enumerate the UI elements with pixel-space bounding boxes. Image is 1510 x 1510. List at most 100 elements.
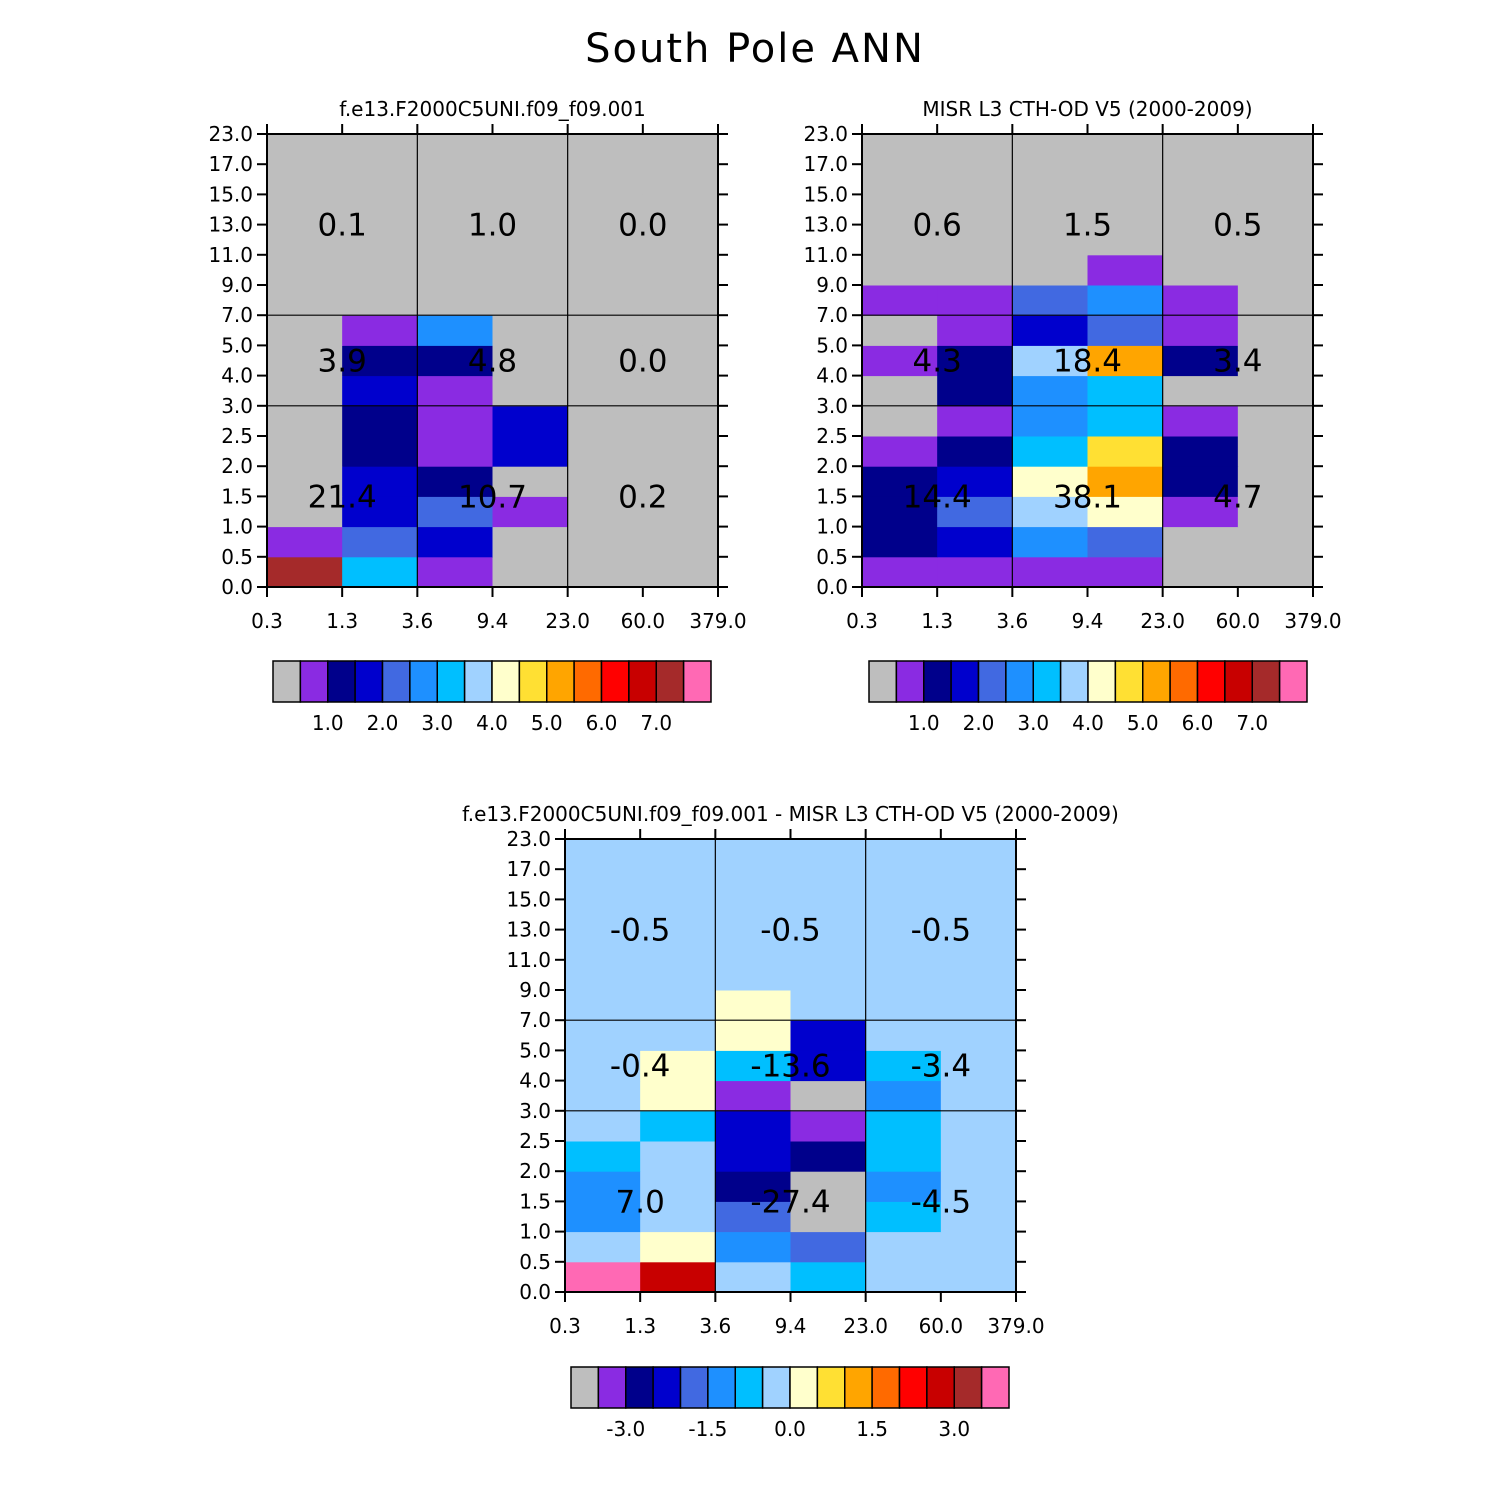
colorbar-swatch xyxy=(898,1366,928,1409)
heatmap-cell xyxy=(565,1110,641,1142)
heatmap-cell xyxy=(267,315,343,346)
heatmap-cell xyxy=(865,1231,942,1263)
heatmap-cell xyxy=(940,990,1017,1021)
heatmap-cell xyxy=(567,134,644,165)
colorbar-swatch xyxy=(977,660,1007,703)
heatmap-cell xyxy=(642,194,719,226)
heatmap-cell xyxy=(417,375,493,407)
heatmap-cell xyxy=(567,164,644,195)
heatmap-cell xyxy=(937,254,1013,286)
y-tick-label: 1.5 xyxy=(221,484,253,508)
y-tick-label: 0.0 xyxy=(221,575,253,599)
x-tick-label: 0.3 xyxy=(846,609,878,633)
y-tick-label: 0.5 xyxy=(221,545,253,569)
x-tick-label: 379.0 xyxy=(987,1314,1044,1338)
heatmap-cell xyxy=(567,194,644,226)
heatmap-cell xyxy=(790,1050,867,1082)
heatmap-cell xyxy=(790,1171,867,1202)
y-tick-label: 0.5 xyxy=(816,545,848,569)
group-value-label: 0.2 xyxy=(618,479,667,515)
heatmap-cell xyxy=(1012,375,1088,407)
heatmap-cell xyxy=(1162,254,1239,286)
group-value-label: 0.0 xyxy=(618,344,667,380)
heatmap-cell xyxy=(640,1171,716,1202)
heatmap-cell xyxy=(790,1110,867,1142)
colorbar-swatch xyxy=(652,1366,682,1409)
heatmap-cell xyxy=(640,1261,716,1293)
heatmap-cell xyxy=(492,375,569,407)
x-tick-label: 0.3 xyxy=(549,1314,581,1338)
heatmap-cell xyxy=(1012,224,1088,256)
heatmap-cell xyxy=(642,315,719,346)
y-tick-label: 13.0 xyxy=(506,918,551,942)
colorbar-swatch xyxy=(600,660,630,703)
heatmap-cell xyxy=(1087,436,1164,467)
y-tick-label: 23.0 xyxy=(803,122,848,146)
colorbar-swatch xyxy=(628,660,657,703)
heatmap-cell xyxy=(862,496,938,528)
heatmap-cell xyxy=(417,496,493,528)
panel-title: f.e13.F2000C5UNI.f09_f09.001 xyxy=(339,97,646,121)
y-tick-label: 15.0 xyxy=(803,182,848,206)
x-tick-label: 379.0 xyxy=(689,609,746,633)
y-tick-label: 0.0 xyxy=(519,1280,551,1304)
heatmap-cell xyxy=(565,1261,641,1293)
y-tick-label: 11.0 xyxy=(506,948,551,972)
heatmap-cell xyxy=(492,466,569,497)
y-tick-label: 1.5 xyxy=(519,1189,551,1213)
heatmap-cell xyxy=(715,1171,791,1202)
heatmap-cell xyxy=(640,929,716,961)
y-tick-label: 7.0 xyxy=(221,303,253,327)
heatmap-cell xyxy=(715,1231,791,1263)
heatmap-cell xyxy=(642,134,719,165)
heatmap-cell xyxy=(1162,224,1239,256)
heatmap-cell xyxy=(1237,345,1314,377)
heatmap-cell xyxy=(1162,526,1239,558)
heatmap-cell xyxy=(940,1231,1017,1263)
heatmap-cell xyxy=(865,990,942,1021)
heatmap-cell xyxy=(790,1020,867,1051)
heatmap-cell xyxy=(492,134,569,165)
x-tick-label: 23.0 xyxy=(545,609,590,633)
group-value-label: -0.5 xyxy=(911,913,972,949)
y-tick-label: 17.0 xyxy=(803,152,848,176)
heatmap-cell xyxy=(940,1080,1017,1112)
heatmap-cell xyxy=(417,164,493,195)
heatmap-cell xyxy=(565,1020,641,1051)
heatmap-cell xyxy=(640,899,716,931)
heatmap-cell xyxy=(565,869,641,900)
group-value-label: -4.5 xyxy=(911,1184,972,1220)
colorbar-label: 6.0 xyxy=(1182,711,1214,735)
colorbar-label: 7.0 xyxy=(640,711,672,735)
heatmap-cell xyxy=(642,224,719,256)
colorbar-swatch xyxy=(789,1366,819,1409)
group-value-label: -0.4 xyxy=(610,1049,671,1085)
heatmap-cell xyxy=(715,1201,791,1233)
heatmap-cell xyxy=(342,254,418,286)
heatmap-cell xyxy=(865,1261,942,1293)
colorbar-swatch xyxy=(1142,660,1171,703)
colorbar-swatch xyxy=(354,660,384,703)
colorbar-swatch xyxy=(707,1366,736,1409)
heatmap-cell xyxy=(937,164,1013,195)
heatmap-cell xyxy=(1012,436,1088,467)
x-tick-label: 60.0 xyxy=(1216,609,1261,633)
heatmap-cell xyxy=(1012,254,1088,286)
heatmap-cell xyxy=(1237,496,1314,528)
heatmap-cell xyxy=(715,869,791,900)
heatmap-cell xyxy=(492,224,569,256)
x-tick-label: 9.4 xyxy=(775,1314,807,1338)
colorbar-label: 4.0 xyxy=(476,711,508,735)
main-title: South Pole ANN xyxy=(585,26,925,72)
colorbar-label: 1.5 xyxy=(856,1417,888,1441)
heatmap-cell xyxy=(565,1231,641,1263)
heatmap-cell xyxy=(862,345,938,377)
colorbar-label: 7.0 xyxy=(1236,711,1268,735)
heatmap-cell xyxy=(715,1110,791,1142)
heatmap-cell xyxy=(567,254,644,286)
heatmap-cell xyxy=(865,929,942,961)
y-tick-label: 5.0 xyxy=(221,333,253,357)
heatmap-cell xyxy=(642,436,719,467)
heatmap-cell xyxy=(940,929,1017,961)
group-value-label: 10.7 xyxy=(458,479,527,515)
